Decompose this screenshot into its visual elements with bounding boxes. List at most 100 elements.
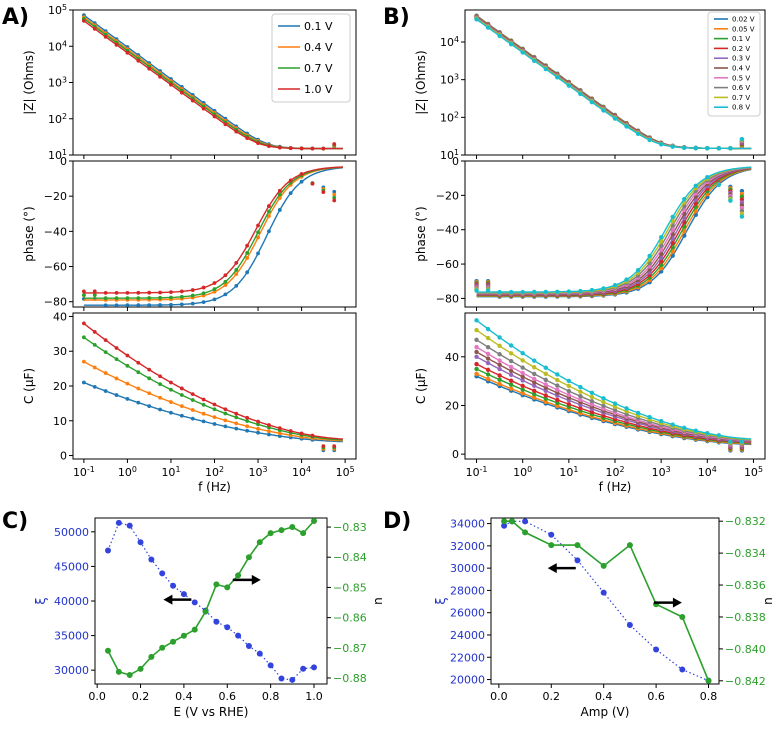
y-axis-label: C (μF) xyxy=(414,368,428,404)
data-point xyxy=(212,287,217,291)
left-tick-label: 40000 xyxy=(54,595,89,608)
data-point xyxy=(474,17,479,22)
y-tick-label: 105 xyxy=(48,3,67,18)
data-point xyxy=(739,439,745,444)
data-point xyxy=(190,408,195,412)
data-point xyxy=(245,243,250,248)
data-point xyxy=(647,253,652,259)
data-point xyxy=(543,289,548,295)
data-point xyxy=(532,391,537,397)
data-point xyxy=(169,295,173,300)
data-point xyxy=(147,290,152,295)
legend-label-0.6V: 0.6 V xyxy=(732,84,750,92)
data-point xyxy=(136,360,141,365)
subplot-capacitance: 0 10 20 30 40 10-1 100 101 102 103 104 105 C (μF) xyxy=(22,310,357,480)
data-point xyxy=(125,50,130,55)
y-tick-label: −40 xyxy=(44,225,67,238)
data-point xyxy=(601,286,606,291)
data-point xyxy=(647,137,652,143)
data-point xyxy=(201,285,206,290)
data-point xyxy=(103,389,108,393)
y-tick-label: −80 xyxy=(44,296,67,309)
data-point-n xyxy=(170,638,177,645)
data-point xyxy=(234,426,239,431)
left-tick-label: 20000 xyxy=(450,674,485,687)
data-point xyxy=(92,365,97,370)
data-point-n xyxy=(137,665,144,672)
data-point xyxy=(474,288,479,293)
plot-area xyxy=(81,166,343,307)
data-point-xi xyxy=(180,591,187,598)
data-point xyxy=(234,272,239,277)
data-point xyxy=(566,378,572,384)
data-point xyxy=(245,256,250,260)
data-point xyxy=(310,433,315,438)
y-tick-label: 102 xyxy=(48,111,67,126)
data-point xyxy=(485,25,491,30)
data-point xyxy=(179,404,184,409)
x-tick-label: 105 xyxy=(336,465,355,480)
data-point xyxy=(555,289,560,294)
data-point xyxy=(566,83,572,88)
y-tick-label: 104 xyxy=(440,35,459,50)
data-point xyxy=(223,411,228,416)
data-point-n xyxy=(705,677,712,684)
data-point xyxy=(179,302,184,307)
data-point xyxy=(147,404,152,409)
data-point xyxy=(578,384,583,390)
subplot-phase: 0 −20 −40 −60 −80 phase (°) xyxy=(22,155,357,311)
data-point xyxy=(520,351,525,356)
data-point xyxy=(136,400,141,405)
data-point-n xyxy=(105,647,112,654)
data-point xyxy=(169,400,173,404)
data-point xyxy=(169,380,173,385)
data-point xyxy=(508,364,514,370)
data-point-xi xyxy=(289,676,296,683)
data-point xyxy=(212,407,217,412)
x-tick-label: 0.2 xyxy=(543,690,561,703)
data-point xyxy=(497,358,502,363)
data-point-n xyxy=(278,527,285,534)
legend-label-0.3V: 0.3 V xyxy=(732,55,750,63)
x-tick-label: 100 xyxy=(118,465,137,480)
data-point xyxy=(589,409,595,415)
data-point xyxy=(288,178,293,183)
data-point-n xyxy=(245,554,252,561)
data-point-xi xyxy=(501,522,508,529)
data-point-n xyxy=(256,539,263,546)
left-axis-label: ξ xyxy=(34,597,49,604)
data-point xyxy=(728,198,733,203)
x-axis-label: E (V vs RHE) xyxy=(174,705,249,719)
data-point xyxy=(288,191,293,196)
left-tick-label: 35000 xyxy=(54,630,89,643)
right-tick-label: −0.86 xyxy=(333,612,367,625)
data-point-xi xyxy=(522,518,529,525)
data-point xyxy=(578,397,583,402)
data-point xyxy=(508,289,514,295)
data-point xyxy=(589,287,595,293)
data-point xyxy=(682,196,687,202)
data-point xyxy=(485,288,491,293)
left-tick-label: 28000 xyxy=(450,584,485,597)
data-point xyxy=(92,384,97,389)
data-point xyxy=(589,398,595,404)
data-point-xi xyxy=(679,666,686,673)
x-tick-label: 0.0 xyxy=(88,690,106,703)
data-point xyxy=(508,343,514,348)
data-point xyxy=(114,303,119,307)
data-point xyxy=(179,413,184,418)
y-tick-label: 20 xyxy=(445,399,459,412)
data-point xyxy=(267,432,271,437)
data-point xyxy=(682,145,687,150)
data-point xyxy=(497,289,502,295)
data-point xyxy=(190,288,195,292)
data-point xyxy=(658,418,664,424)
x-tick-label: 103 xyxy=(652,465,671,480)
data-point-n xyxy=(235,572,242,579)
data-point xyxy=(125,290,130,295)
data-point xyxy=(566,392,572,398)
data-point xyxy=(485,326,491,332)
data-point xyxy=(321,190,326,195)
right-tick-label: −0.838 xyxy=(725,611,766,624)
data-point xyxy=(474,337,479,342)
